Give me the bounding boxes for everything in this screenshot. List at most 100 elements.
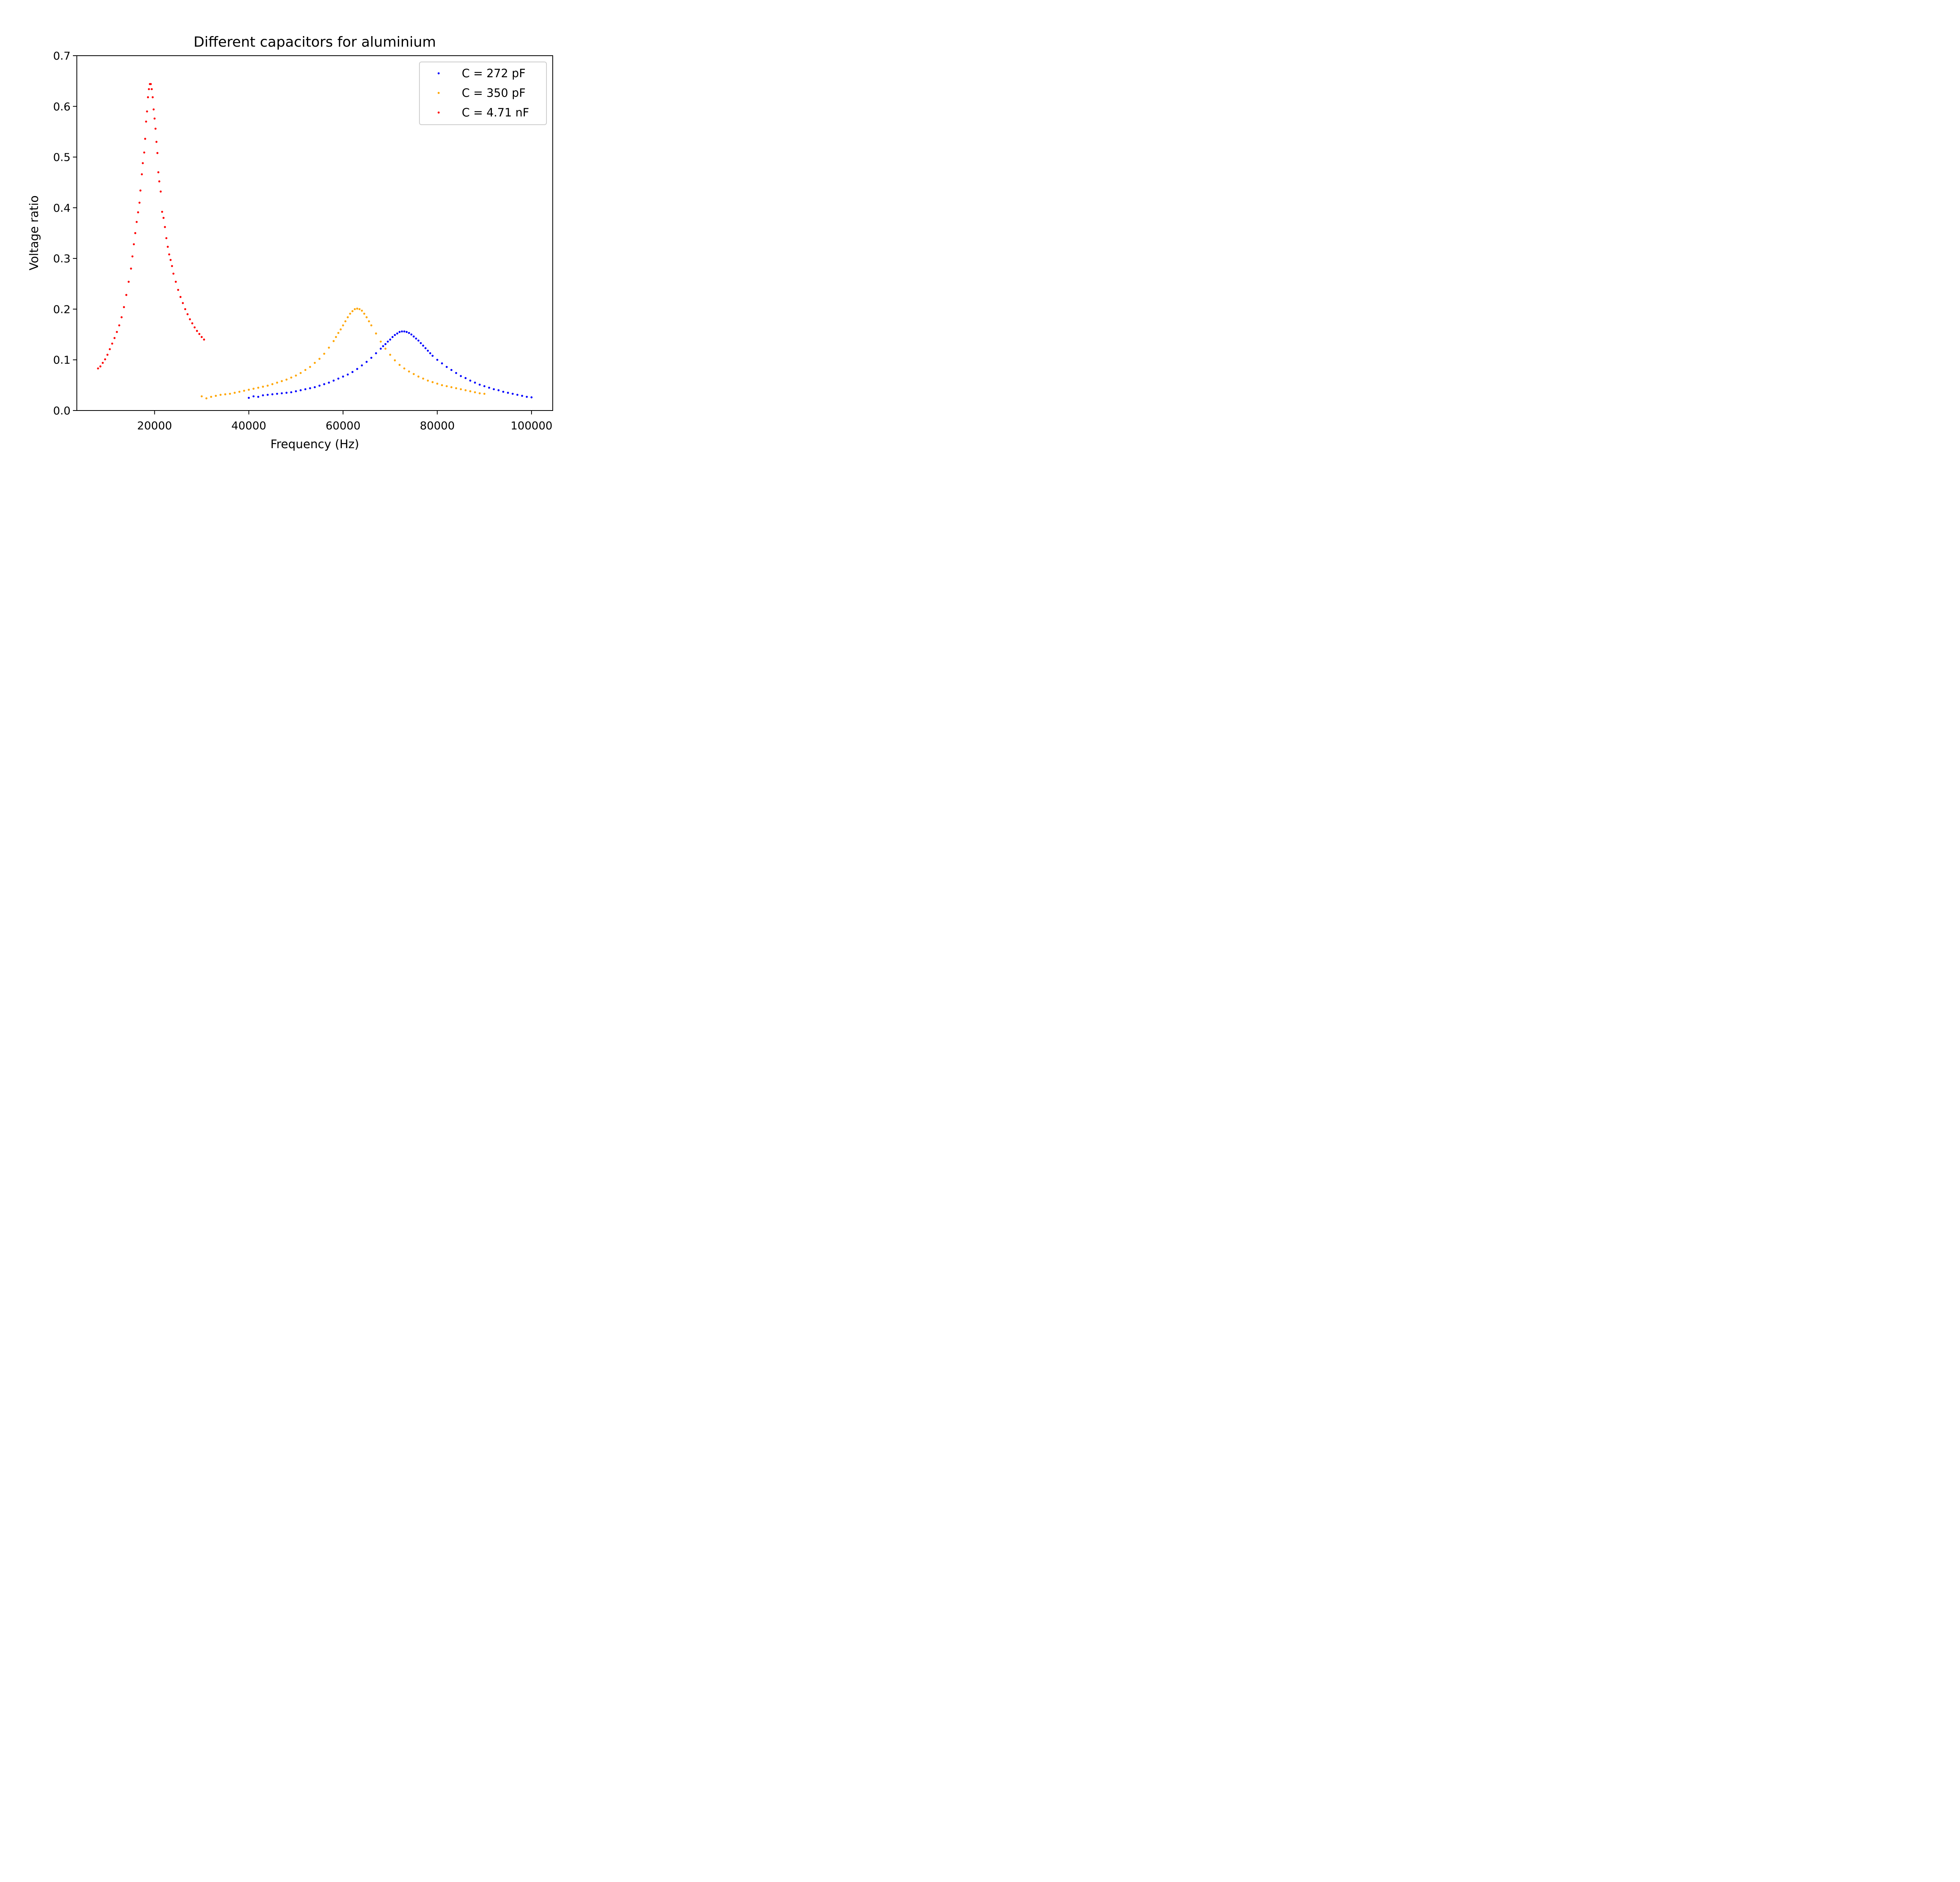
data-point (262, 394, 264, 396)
data-point (220, 394, 222, 396)
data-point (146, 110, 148, 113)
data-point (318, 358, 321, 360)
data-point (361, 364, 363, 367)
data-point (337, 332, 339, 334)
data-point (431, 381, 434, 383)
data-point (337, 377, 339, 380)
data-point (200, 336, 203, 338)
data-point (375, 352, 377, 354)
y-tick-label: 0.0 (53, 404, 71, 417)
data-point (281, 392, 283, 394)
data-point (164, 226, 166, 228)
data-point (172, 272, 175, 275)
series-0 (248, 330, 533, 399)
data-point (379, 340, 382, 343)
data-point (120, 316, 123, 318)
data-markers (97, 83, 533, 400)
data-point (171, 265, 173, 267)
data-point (224, 393, 227, 396)
data-point (450, 386, 453, 389)
data-point (285, 378, 288, 381)
data-point (243, 389, 245, 392)
data-point (419, 342, 422, 344)
data-point (460, 388, 462, 391)
data-point (323, 383, 325, 385)
data-point (389, 354, 391, 356)
data-point (257, 396, 260, 398)
data-point (267, 385, 269, 387)
data-point (174, 281, 177, 283)
data-point (130, 267, 132, 270)
data-point (155, 141, 158, 143)
data-point (118, 324, 120, 327)
data-point (295, 374, 297, 377)
data-point (123, 306, 125, 308)
data-point (271, 383, 274, 385)
data-point (431, 354, 434, 357)
data-point (285, 392, 288, 394)
data-point (203, 338, 205, 341)
data-point (267, 394, 269, 396)
y-tick-label: 0.6 (53, 100, 71, 113)
data-point (408, 332, 410, 334)
data-point (469, 390, 472, 392)
data-point (295, 390, 297, 392)
data-point (290, 391, 292, 394)
data-point (116, 331, 118, 333)
data-point (191, 322, 194, 325)
data-point (441, 384, 443, 386)
data-point (441, 362, 443, 365)
y-tick-label: 0.2 (53, 303, 71, 316)
data-point (304, 388, 307, 391)
data-point (109, 348, 111, 351)
data-point (450, 369, 453, 371)
x-tick-label: 100000 (510, 419, 552, 432)
data-point (422, 344, 425, 347)
data-point (530, 396, 533, 398)
data-point (196, 330, 198, 332)
data-point (405, 331, 408, 333)
data-point (332, 340, 335, 342)
data-point (347, 316, 349, 318)
data-point (483, 392, 486, 395)
data-point (248, 389, 250, 391)
data-point (234, 392, 236, 394)
data-point (401, 330, 403, 332)
data-point (229, 392, 231, 395)
data-point (445, 366, 448, 368)
data-point (138, 202, 141, 204)
data-point (382, 345, 384, 347)
data-point (304, 369, 307, 371)
data-point (469, 380, 472, 382)
y-tick-label: 0.7 (53, 49, 71, 62)
data-point (309, 366, 311, 368)
data-point (248, 397, 250, 399)
data-point (189, 318, 191, 320)
data-point (184, 308, 187, 311)
data-point (410, 333, 413, 336)
data-point (102, 362, 104, 364)
data-point (157, 171, 160, 173)
plot-frame (76, 55, 553, 411)
legend-marker-350pf (437, 92, 440, 94)
data-point (415, 337, 417, 340)
data-point (479, 383, 481, 386)
data-point (356, 368, 358, 370)
data-point (354, 308, 356, 311)
data-point (252, 395, 255, 398)
data-point (186, 313, 189, 315)
data-point (370, 324, 372, 327)
data-point (99, 365, 102, 368)
data-point (281, 380, 283, 382)
data-point (424, 347, 427, 349)
data-point (160, 190, 162, 193)
data-point (422, 377, 425, 380)
data-point (111, 342, 113, 345)
data-point (394, 334, 396, 336)
data-point (375, 332, 377, 335)
data-point (151, 88, 153, 90)
data-point (384, 347, 387, 350)
data-point (200, 395, 203, 398)
y-axis-label: Voltage ratio (27, 195, 41, 270)
data-point (521, 394, 523, 397)
